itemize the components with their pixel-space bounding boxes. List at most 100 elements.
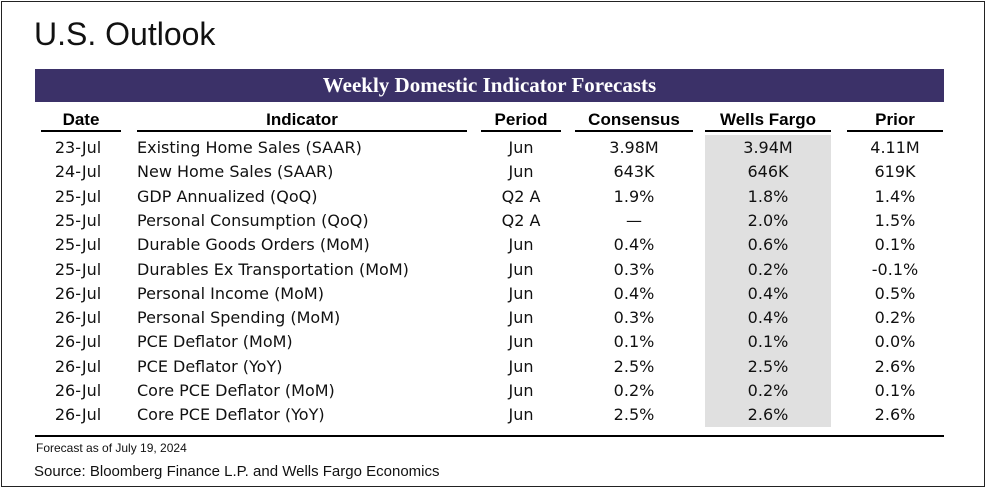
- cell-date: 25-Jul: [54, 259, 102, 279]
- cell-prior: 0.2%: [874, 308, 916, 328]
- table-row: 26-Jul Core PCE Deflator (YoY) Jun 2.5% 2.6%…: [35, 403, 944, 427]
- table-row: 25-Jul Durables Ex Transportation (MoM) Ju…: [35, 258, 944, 282]
- cell-date: 26-Jul: [54, 308, 102, 328]
- cell-indicator: New Home Sales (SAAR): [137, 162, 334, 182]
- cell-wells-fargo: 2.0%: [747, 210, 789, 230]
- cell-period: Q2 A: [501, 210, 541, 230]
- cell-consensus: 643K: [613, 162, 655, 182]
- cell-wells-fargo: 0.4%: [747, 283, 789, 303]
- cell-indicator: Personal Spending (MoM): [137, 308, 341, 328]
- cell-wells-fargo: 2.5%: [747, 356, 789, 376]
- table-row: 25-Jul Durable Goods Orders (MoM) Jun 0.4% 0…: [35, 233, 944, 257]
- cell-indicator: Core PCE Deflator (YoY): [137, 405, 325, 425]
- cell-wells-fargo: 646K: [747, 162, 789, 182]
- cell-period: Jun: [508, 356, 534, 376]
- cell-consensus: 2.5%: [613, 356, 655, 376]
- cell-prior: 1.5%: [874, 210, 916, 230]
- wells-fargo-column-highlight: [705, 135, 831, 427]
- cell-date: 25-Jul: [54, 210, 102, 230]
- cell-consensus: 0.4%: [613, 283, 655, 303]
- cell-date: 26-Jul: [54, 356, 102, 376]
- table-row: 23-Jul Existing Home Sales (SAAR) Jun 3.98M…: [35, 136, 944, 160]
- cell-period: Jun: [508, 332, 534, 352]
- cell-date: 26-Jul: [54, 381, 102, 400]
- cell-wells-fargo: 1.8%: [747, 186, 789, 206]
- cell-period: Jun: [508, 162, 534, 182]
- cell-wells-fargo: 0.2%: [747, 259, 789, 279]
- column-header-consensus: Consensus: [575, 110, 693, 132]
- source-note: Source: Bloomberg Finance L.P. and Wells…: [34, 463, 440, 480]
- cell-date: 26-Jul: [54, 283, 102, 303]
- table-row: 25-Jul Personal Consumption (QoQ) Q2 A — 2.0…: [35, 209, 944, 233]
- cell-period: Jun: [508, 138, 534, 157]
- cell-consensus: 0.3%: [613, 259, 655, 279]
- cell-period: Jun: [508, 235, 534, 255]
- cell-consensus: 3.98M: [609, 138, 659, 157]
- cell-period: Q2 A: [501, 186, 541, 206]
- cell-consensus: 2.5%: [613, 405, 655, 425]
- table-row: 25-Jul GDP Annualized (QoQ) Q2 A 1.9% 1.8% 1.…: [35, 185, 944, 209]
- cell-prior: 0.5%: [874, 283, 916, 303]
- cell-indicator: Personal Consumption (QoQ): [137, 210, 369, 230]
- table-row: 26-Jul PCE Deflator (YoY) Jun 2.5% 2.5% 2.6%: [35, 355, 944, 379]
- cell-wells-fargo: 2.6%: [747, 405, 789, 425]
- cell-indicator: Personal Income (MoM): [137, 283, 324, 303]
- cell-date: 26-Jul: [54, 405, 102, 425]
- column-header-wells-fargo: Wells Fargo: [705, 110, 831, 132]
- cell-prior: -0.1%: [871, 259, 919, 279]
- column-header-prior: Prior: [847, 110, 943, 132]
- table-row: 26-Jul Core PCE Deflator (MoM) Jun 0.2% 0.2%…: [35, 379, 944, 403]
- cell-consensus: 0.2%: [613, 381, 655, 400]
- cell-wells-fargo: 0.2%: [747, 381, 789, 400]
- table-row: 26-Jul Personal Spending (MoM) Jun 0.3% 0.4%…: [35, 306, 944, 330]
- cell-period: Jun: [508, 283, 534, 303]
- cell-wells-fargo: 0.4%: [747, 308, 789, 328]
- table-row: 24-Jul New Home Sales (SAAR) Jun 643K 646K 61…: [35, 160, 944, 184]
- cell-consensus: 0.4%: [613, 235, 655, 255]
- column-header-period: Period: [481, 110, 561, 132]
- cell-wells-fargo: 3.94M: [743, 138, 793, 157]
- cell-indicator: Durable Goods Orders (MoM): [137, 235, 370, 255]
- table-row: 26-Jul PCE Deflator (MoM) Jun 0.1% 0.1% 0.0%: [35, 330, 944, 354]
- cell-period: Jun: [508, 381, 534, 400]
- cell-wells-fargo: 0.1%: [747, 332, 789, 352]
- cell-consensus: 1.9%: [613, 186, 655, 206]
- cell-date: 25-Jul: [54, 235, 102, 255]
- cell-indicator: Existing Home Sales (SAAR): [137, 138, 362, 157]
- cell-date: 25-Jul: [54, 186, 102, 206]
- cell-prior: 0.1%: [874, 381, 916, 400]
- cell-consensus: 0.1%: [613, 332, 655, 352]
- table-row: 26-Jul Personal Income (MoM) Jun 0.4% 0.4% 0.…: [35, 282, 944, 306]
- table-title-banner: Weekly Domestic Indicator Forecasts: [35, 69, 944, 102]
- cell-prior: 2.6%: [874, 356, 916, 376]
- cell-consensus: —: [626, 210, 642, 230]
- cell-prior: 0.1%: [874, 235, 916, 255]
- table-header-row: Date Indicator Period Consensus Wells Fa…: [35, 102, 944, 132]
- cell-period: Jun: [508, 259, 534, 279]
- cell-indicator: GDP Annualized (QoQ): [137, 186, 318, 206]
- cell-period: Jun: [508, 308, 534, 328]
- cell-consensus: 0.3%: [613, 308, 655, 328]
- column-header-date: Date: [41, 110, 121, 132]
- cell-period: Jun: [508, 405, 534, 425]
- cell-prior: 2.6%: [874, 405, 916, 425]
- table-body: 23-Jul Existing Home Sales (SAAR) Jun 3.98M…: [35, 132, 944, 428]
- column-header-indicator: Indicator: [137, 110, 467, 132]
- forecast-date-note: Forecast as of July 19, 2024: [36, 441, 187, 455]
- cell-date: 23-Jul: [54, 138, 102, 157]
- cell-indicator: Durables Ex Transportation (MoM): [137, 259, 409, 279]
- cell-prior: 1.4%: [874, 186, 916, 206]
- cell-indicator: Core PCE Deflator (MoM): [137, 381, 335, 400]
- cell-indicator: PCE Deflator (YoY): [137, 356, 283, 376]
- page-title: U.S. Outlook: [34, 16, 216, 52]
- cell-prior: 0.0%: [874, 332, 916, 352]
- cell-date: 26-Jul: [54, 332, 102, 352]
- cell-wells-fargo: 0.6%: [747, 235, 789, 255]
- cell-date: 24-Jul: [54, 162, 102, 182]
- cell-prior: 4.11M: [870, 138, 920, 157]
- forecast-table: Date Indicator Period Consensus Wells Fa…: [35, 102, 944, 428]
- cell-indicator: PCE Deflator (MoM): [137, 332, 293, 352]
- cell-prior: 619K: [874, 162, 916, 182]
- footer-divider: [35, 435, 944, 437]
